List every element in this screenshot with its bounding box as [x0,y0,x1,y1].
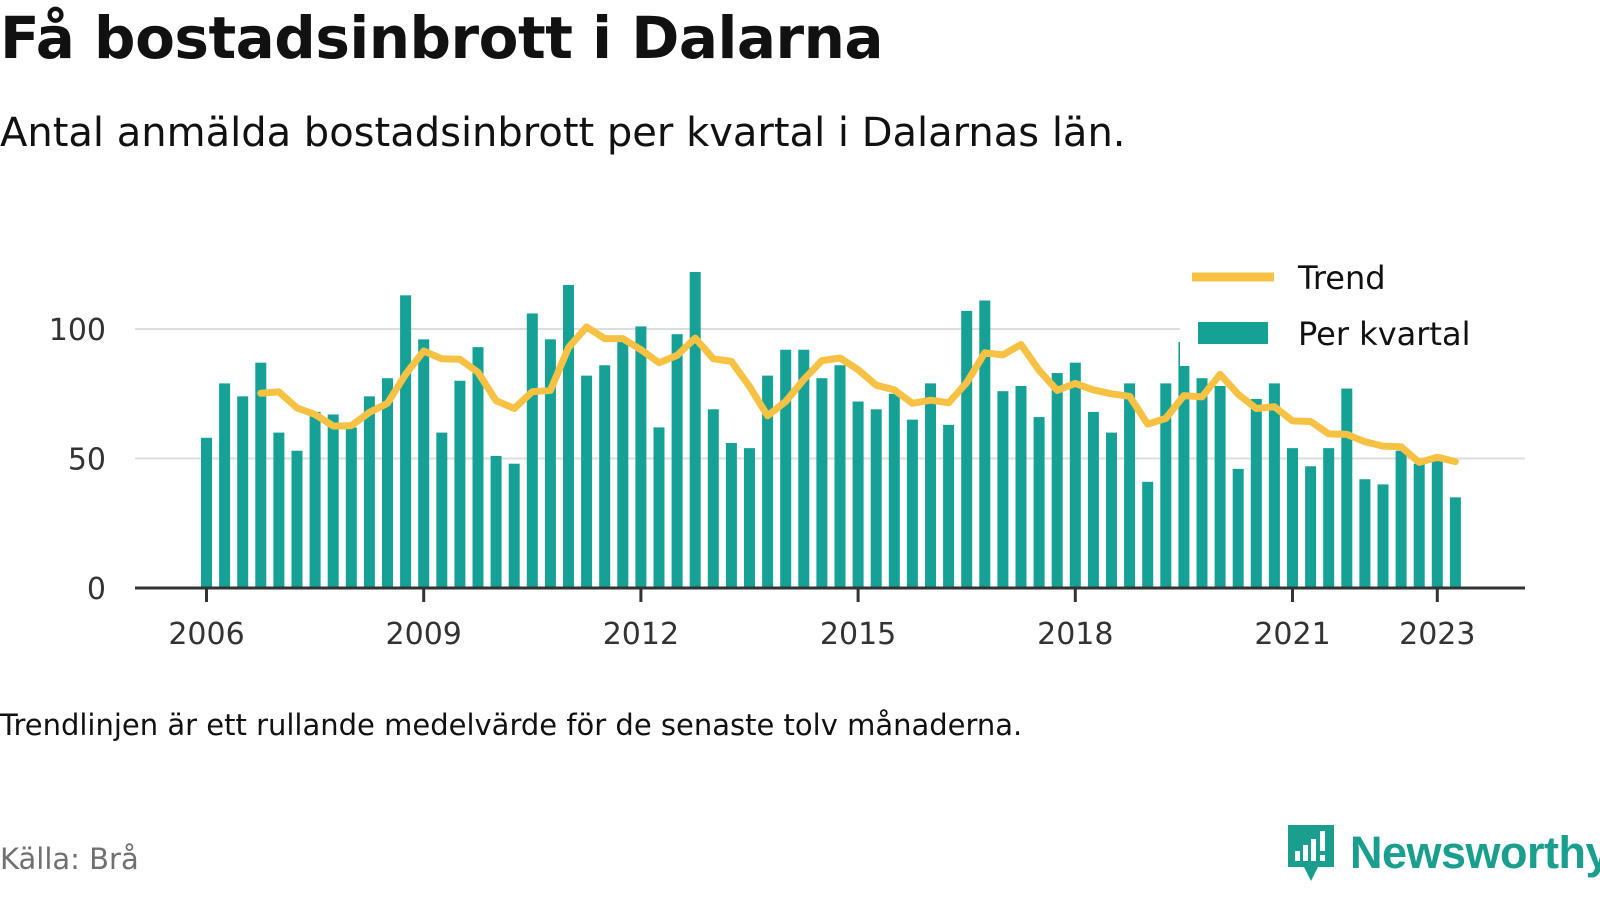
bar [436,432,448,588]
bar [888,393,900,588]
bar [1160,383,1172,588]
bar [1124,383,1136,588]
bar [1142,481,1154,588]
bar [762,375,774,588]
x-tick-label: 2023 [1399,617,1475,652]
bar [1395,450,1407,588]
newsworthy-logo-icon [1288,825,1334,881]
bar [581,375,593,588]
bar [1287,448,1298,588]
x-tick-label: 2021 [1254,617,1330,652]
bar [363,396,375,588]
bar [1250,398,1262,588]
bar [219,383,231,588]
bar [255,362,267,588]
legend-bar-label: Per kvartal [1298,315,1470,353]
legend: Trend Per kvartal [1180,256,1525,366]
y-tick-label: 0 [87,572,106,607]
bar [635,326,647,588]
bar [273,432,285,588]
bar [997,391,1009,588]
bar [617,339,629,588]
bar [671,334,683,588]
x-tick-label: 2009 [386,617,462,652]
bar [382,378,393,588]
bar [309,411,321,588]
bar [979,300,991,588]
bar [418,339,430,588]
bar [1232,468,1244,588]
x-tick-label: 2012 [603,617,679,652]
bar [1106,432,1117,588]
bar [201,437,212,588]
bar [1268,383,1280,588]
legend-trend-label: Trend [1297,259,1386,297]
bar [1214,385,1226,588]
bar [1377,484,1389,588]
bar [472,347,484,588]
bar [400,295,412,588]
bar [725,442,737,588]
newsworthy-logo: Newsworthy [1286,823,1600,883]
bar [870,409,882,588]
bar [1449,497,1461,588]
bar [526,313,538,588]
axes: 0 50 100 2006 2009 2012 2015 2018 2021 2023 [49,313,1525,652]
bar [798,349,810,588]
bar [1413,463,1425,588]
bar-line-chart: 0 50 100 2006 2009 2012 2015 2018 2021 2023 Trend… [48,256,1525,652]
bar [1359,479,1371,588]
bar [906,419,918,588]
x-tick-label: 2015 [820,617,896,652]
bar [508,463,520,588]
bar [707,409,719,588]
bar [943,424,955,588]
footnote: Trendlinjen är ett rullande medelvärde f… [0,708,1023,742]
bar [1033,417,1045,588]
bar [563,284,574,588]
chart-title: Få bostadsinbrott i Dalarna [0,4,884,72]
bar [1323,448,1335,588]
bar [1087,411,1099,588]
bar [1196,378,1208,588]
bar [291,450,303,588]
bar [544,339,556,588]
legend-bar-swatch [1198,322,1268,344]
bar [1178,341,1190,588]
bar [490,455,502,588]
bar [1069,362,1081,588]
bar [653,427,665,588]
bar [1431,461,1443,588]
bar [925,383,936,588]
source-credit: Källa: Brå [0,842,139,876]
bar [599,365,611,588]
newsworthy-logo-text: Newsworthy [1350,827,1600,878]
bar [852,401,864,588]
bar [1015,385,1027,588]
bar [744,448,755,588]
bar [1305,466,1317,588]
chart-subtitle: Antal anmälda bostadsinbrott per kvartal… [0,110,1126,156]
y-tick-label: 100 [49,313,106,348]
bar [689,272,701,588]
bar [454,380,466,588]
x-tick-label: 2018 [1037,617,1113,652]
bar [1341,388,1353,588]
bar-series [201,272,1461,588]
x-tick-label: 2006 [168,617,244,652]
trend-line [257,323,1459,466]
bar [1051,373,1063,588]
bar [345,427,357,588]
bar [961,310,973,588]
bar [780,349,792,588]
bar [327,414,339,588]
trend-series [257,323,1459,466]
bar [816,378,828,588]
bar [237,396,249,588]
bar [834,365,846,588]
y-tick-label: 50 [68,443,106,478]
